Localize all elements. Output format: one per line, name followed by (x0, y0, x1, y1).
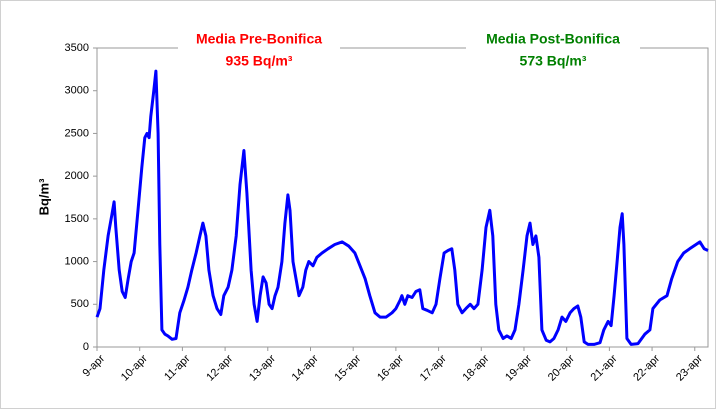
plot-frame (96, 47, 709, 348)
y-axis-label: Bq/m³ (36, 178, 51, 216)
data-line (95, 69, 709, 346)
y-tick-label: 0 (83, 341, 89, 353)
y-tick-label: 1500 (65, 213, 89, 225)
annotation: Media Post-Bonifica (486, 31, 620, 47)
y-tick-label: 1000 (65, 255, 89, 267)
y-tick-label: 500 (71, 298, 89, 310)
annotation: Media Pre-Bonifica (196, 31, 322, 47)
annotation-bg (466, 30, 640, 76)
y-tick-label: 2000 (65, 170, 89, 182)
y-tick-label: 3500 (65, 42, 89, 54)
annotation-bg (178, 30, 340, 76)
y-tick-label: 2500 (65, 127, 89, 139)
annotation: 935 Bq/m³ (226, 53, 293, 69)
annotation: 573 Bq/m³ (520, 53, 587, 69)
y-tick-label: 3000 (65, 85, 89, 97)
